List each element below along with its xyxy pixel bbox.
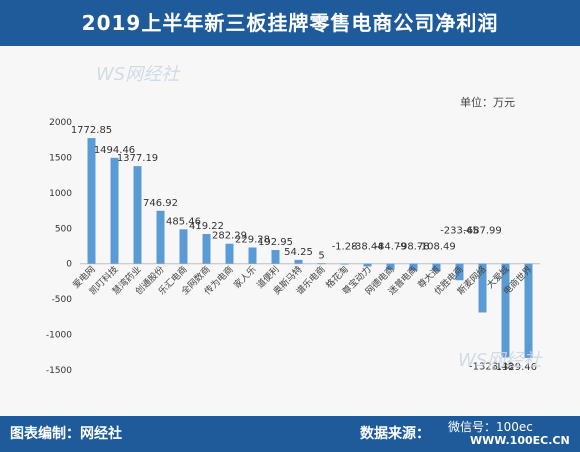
data-label: -1329.46 [492, 362, 537, 373]
y-tick-label: 500 [55, 224, 72, 234]
site-url: WWW.100EC.CN [470, 434, 570, 447]
y-tick-label: 1000 [49, 189, 72, 199]
data-label: 1377.19 [117, 153, 158, 164]
y-tick-label: -500 [52, 295, 73, 305]
page-title: 2019上半年新三板挂牌零售电商公司净利润 [81, 11, 499, 35]
bar [317, 263, 326, 265]
data-label: 746.92 [143, 198, 178, 209]
data-label: 1772.85 [71, 125, 112, 136]
data-label: -84.79 [374, 242, 406, 253]
footer-credit: 图表编制：网经社 [10, 426, 122, 442]
bar [524, 263, 533, 358]
bar [225, 243, 234, 264]
data-label: 5 [318, 250, 324, 261]
y-tick-label: -1000 [46, 331, 72, 341]
bar [363, 263, 372, 267]
y-tick-label: 0 [66, 260, 72, 270]
data-label: 1494.46 [94, 145, 135, 156]
watermark-bottom-right: WS网经社 [458, 350, 542, 371]
bar [478, 263, 487, 313]
bar [248, 247, 257, 264]
data-label: 485.46 [166, 216, 201, 227]
y-tick-label: 2000 [49, 118, 72, 128]
y-tick-label: 1500 [49, 153, 72, 163]
bar [133, 166, 142, 264]
bar [110, 157, 119, 264]
bar [501, 263, 510, 358]
data-label: -233.45 [440, 226, 479, 237]
wechat-id: 微信号：100ec [448, 420, 533, 434]
bar [386, 263, 395, 270]
unit-label: 单位：万元 [460, 96, 515, 109]
bar [455, 263, 464, 281]
bar [179, 229, 188, 264]
footer-source: 数据来源： [360, 426, 430, 442]
bar [156, 210, 165, 264]
bar [202, 234, 211, 264]
bar [432, 263, 441, 272]
data-label: 54.25 [284, 247, 313, 258]
data-label: -1323.48 [469, 361, 514, 372]
bar [294, 259, 303, 264]
data-label: 282.29 [212, 231, 247, 242]
bar [271, 250, 280, 264]
y-tick-label: -1500 [46, 366, 72, 376]
data-label: -108.49 [417, 242, 456, 253]
watermark-top-left: WS网经社 [96, 64, 180, 85]
data-label: 419.22 [189, 221, 224, 232]
bar [87, 138, 96, 264]
category-label: 家人乐 [231, 263, 259, 291]
data-label: -98.78 [397, 242, 429, 253]
bar [340, 263, 349, 265]
data-label: -38.44 [351, 242, 383, 253]
data-label: -1.28 [332, 242, 358, 253]
footer-bar: 图表编制：网经社 数据来源： 微信号：100ec WWW.100EC.CN [0, 416, 580, 452]
header-bar [0, 0, 580, 46]
bar [409, 263, 418, 271]
data-label: -687.99 [463, 226, 502, 237]
data-label: 192.95 [258, 237, 293, 248]
data-label: 229.28 [235, 234, 270, 245]
